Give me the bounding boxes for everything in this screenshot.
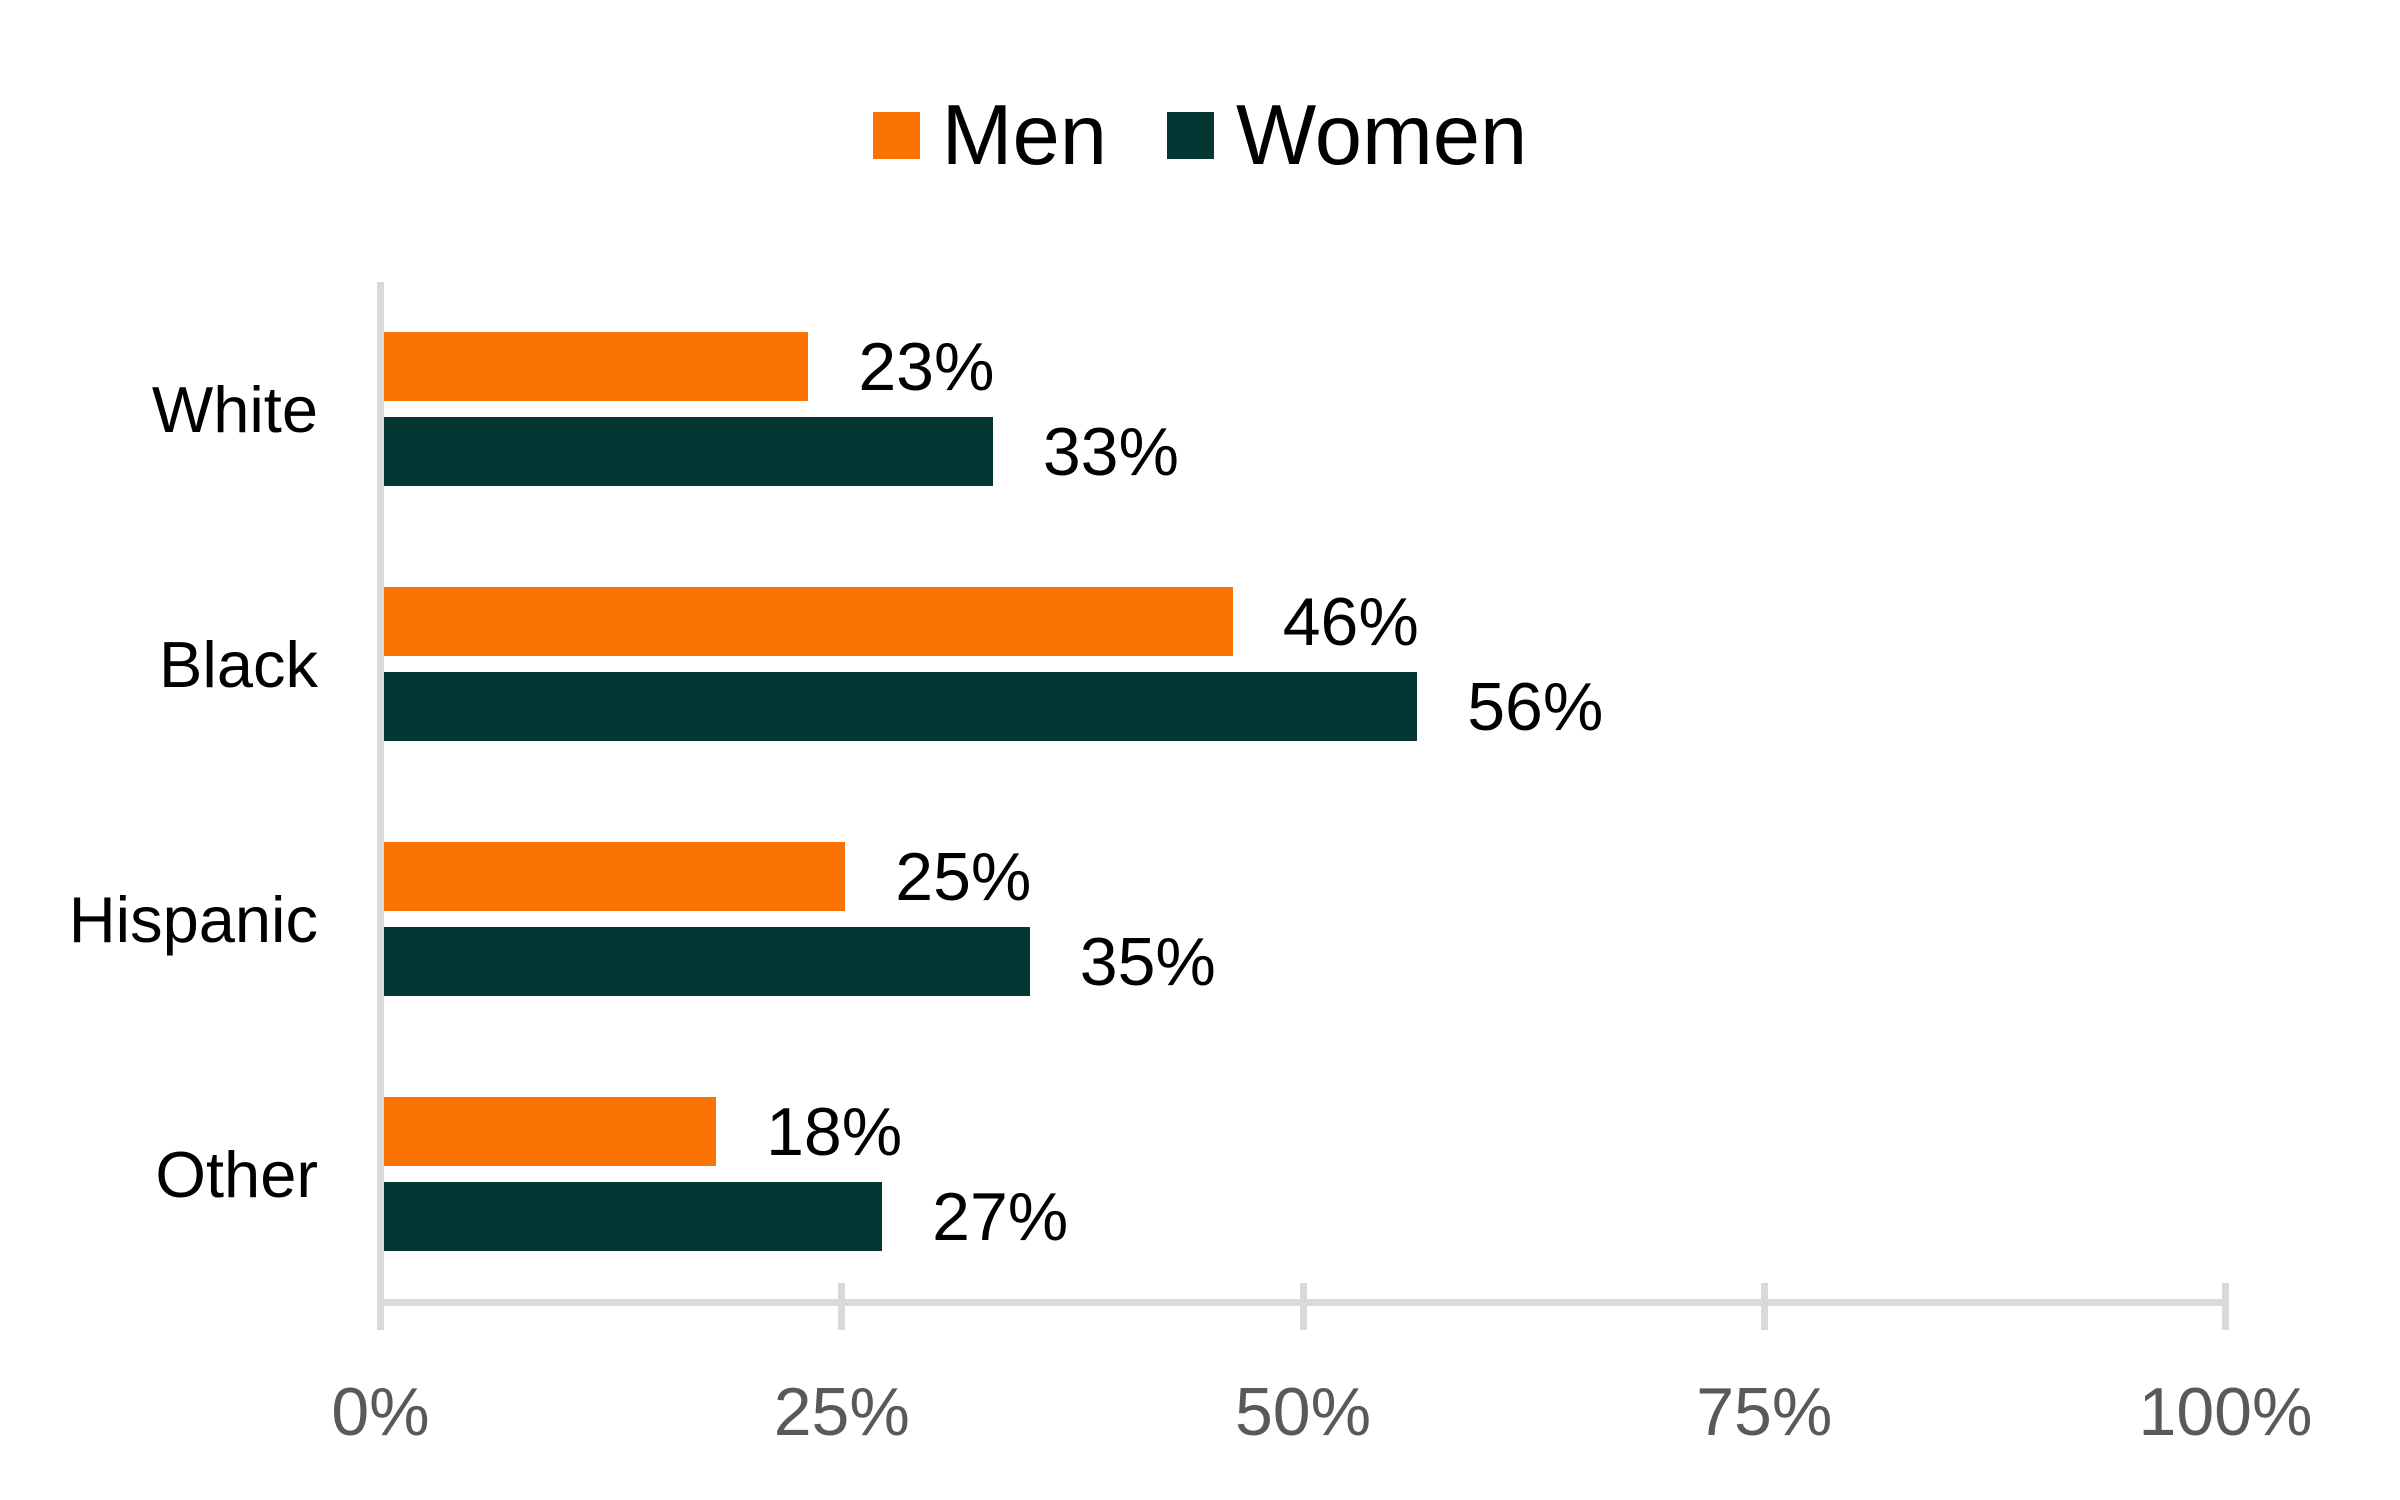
value-label-men-black: 46% — [1282, 583, 1419, 660]
x-axis-tick-50 — [1299, 1283, 1307, 1330]
bar-men-black — [384, 587, 1233, 656]
value-label-men-white: 23% — [858, 328, 995, 405]
bar-men-white — [384, 332, 809, 401]
x-axis-tick-label-100: 100% — [2138, 1374, 2313, 1450]
legend-label-women: Women — [1236, 87, 1528, 183]
y-axis-line — [377, 282, 384, 1330]
x-axis-tick-label-75: 75% — [1696, 1374, 1833, 1450]
value-label-men-other: 18% — [766, 1093, 903, 1170]
value-label-women-hispanic: 35% — [1079, 923, 1216, 1000]
category-label-black: Black — [159, 628, 318, 701]
category-label-hispanic: Hispanic — [68, 883, 318, 956]
bar-women-white — [384, 417, 993, 486]
value-label-women-other: 27% — [932, 1178, 1069, 1255]
legend-label-men: Men — [941, 87, 1108, 183]
legend: Men Women — [0, 85, 2400, 185]
bar-men-other — [384, 1097, 717, 1166]
legend-item-women: Women — [1167, 93, 1527, 178]
bar-women-black — [384, 672, 1418, 741]
x-axis-tick-25 — [838, 1283, 846, 1330]
x-axis-tick-label-0: 0% — [331, 1374, 430, 1450]
x-axis-tick-75 — [1760, 1283, 1768, 1330]
category-label-other: Other — [155, 1138, 318, 1211]
value-label-women-white: 33% — [1042, 413, 1179, 490]
legend-item-men: Men — [872, 87, 1108, 183]
value-label-men-hispanic: 25% — [895, 838, 1032, 915]
category-label-white: White — [151, 373, 318, 446]
x-axis-tick-label-25: 25% — [773, 1374, 910, 1450]
legend-swatch-men-icon — [872, 111, 920, 159]
bar-women-other — [384, 1182, 883, 1251]
value-label-women-black: 56% — [1467, 668, 1604, 745]
x-axis-tick-100 — [2222, 1283, 2229, 1330]
bar-men-hispanic — [384, 842, 846, 911]
x-axis-tick-label-50: 50% — [1234, 1374, 1372, 1450]
bar-women-hispanic — [384, 927, 1030, 996]
legend-swatch-women-icon — [1167, 111, 1215, 159]
